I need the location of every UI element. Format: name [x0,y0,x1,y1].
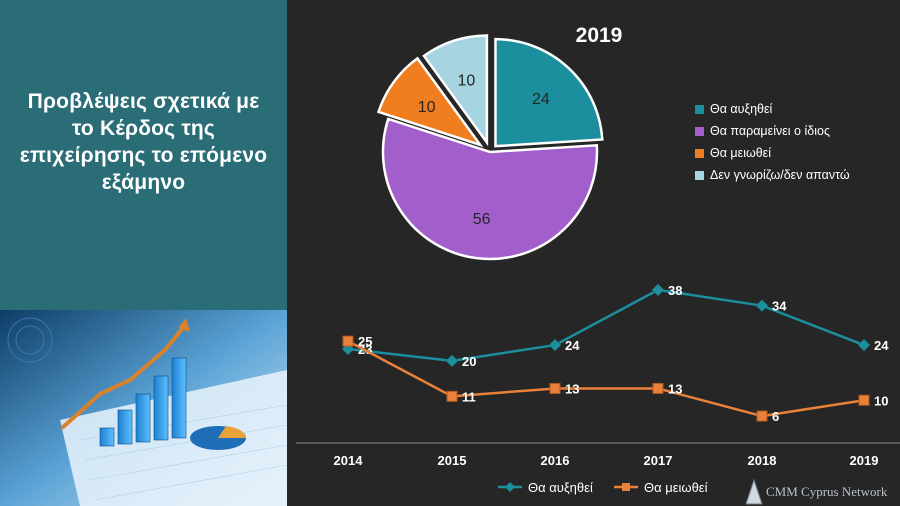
legend-marker [622,483,630,491]
pie-slice [494,37,604,148]
x-tick-label: 2016 [541,453,570,468]
data-label: 24 [565,338,580,353]
data-label: 38 [668,283,682,298]
line-point [857,338,871,352]
line-point [756,410,768,422]
slide-title-line: επιχείρησης το επόμενο [19,144,268,167]
legend-label: Θα μειωθεί [644,480,708,495]
legend-item: Θα αυξηθεί [695,98,850,120]
pie-slice [376,56,484,148]
line-point [858,394,870,406]
data-label: 10 [874,393,888,408]
data-label: 6 [772,409,779,424]
data-label: 24 [874,338,889,353]
pie-legend: Θα αυξηθεί Θα παραμείνει ο ίδιος Θα μειωθε… [695,98,850,186]
line-point [445,354,459,368]
line-point [652,382,664,394]
x-tick-label: 2018 [748,453,777,468]
pie-data-label: 24 [532,91,550,108]
data-label: 25 [358,334,372,349]
logo-text: CMM Cyprus Network [766,484,888,499]
pie-data-label: 10 [458,72,476,89]
pie-data-label: 10 [418,99,436,116]
growth-chart-illustration [0,310,287,506]
data-label: 20 [462,354,476,369]
legend-item: Θα μειωθεί [695,142,850,164]
legend-swatch [695,104,704,114]
x-tick-label: 2017 [644,453,673,468]
slide-title-line: το Κέρδος της [71,117,216,140]
legend-swatch [695,126,704,136]
slide-title-line: εξάμηνο [101,171,186,194]
line-point [755,299,769,313]
line-point [549,382,561,394]
legend-label: Θα μειωθεί [710,146,772,160]
x-tick-label: 2015 [438,453,467,468]
legend-label: Θα αυξηθεί [710,102,773,116]
legend-label: Δεν γνωρίζω/δεν απαντώ [710,168,850,182]
line-point [342,335,354,347]
line-point [446,390,458,402]
pie-data-label: 56 [473,211,491,228]
legend-swatch [695,170,704,180]
title-panel [0,0,287,310]
pie-slice [422,34,489,147]
pie-slice [381,117,599,261]
x-tick-label: 2014 [334,453,364,468]
data-label: 13 [668,381,682,396]
company-logo: CMM Cyprus Network [745,478,888,505]
data-label: 11 [462,389,476,404]
series-line [347,288,865,363]
line-point [651,283,665,297]
data-label: 13 [565,381,579,396]
legend-marker [505,482,515,492]
legend-label: Θα αυξηθεί [528,480,593,495]
line-point [548,338,562,352]
legend-label: Θα παραμείνει ο ίδιος [710,124,830,138]
legend-swatch [695,148,704,158]
slide-title: Προβλέψεις σχετικά με το Κέρδος της επιχ… [0,88,287,196]
legend-item: Δεν γνωρίζω/δεν απαντώ [695,164,850,186]
pie-title: 2019 [576,24,623,47]
slide-title-line: Προβλέψεις σχετικά με [27,90,260,113]
series-line [347,340,865,418]
x-tick-label: 2019 [850,453,879,468]
legend-item: Θα παραμείνει ο ίδιος [695,120,850,142]
data-label: 34 [772,299,787,314]
